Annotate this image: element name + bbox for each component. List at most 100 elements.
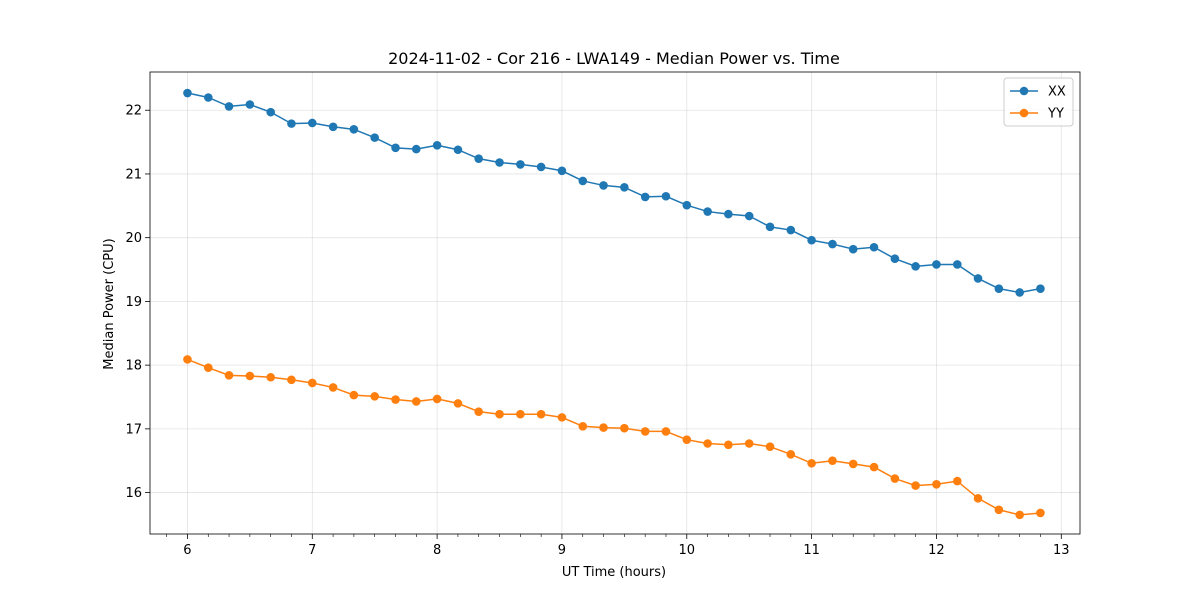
y-tick-label: 19 (125, 295, 142, 310)
data-point-xx (620, 183, 629, 192)
data-point-xx (245, 100, 255, 109)
y-tick-label: 20 (125, 231, 142, 246)
data-point-xx (807, 235, 816, 245)
data-point-xx (703, 207, 712, 216)
data-point-yy (724, 440, 733, 450)
data-point-yy (807, 458, 816, 468)
data-point-xx (640, 192, 650, 202)
data-point-xx (994, 284, 1004, 293)
data-point-yy (183, 355, 192, 364)
data-point-xx (287, 119, 296, 128)
data-point-yy (599, 423, 608, 432)
data-point-xx (848, 244, 858, 254)
x-tick-label: 10 (679, 543, 696, 558)
data-point-xx (411, 144, 421, 154)
data-point-yy (370, 392, 379, 401)
x-axis-label: UT Time (hours) (562, 565, 666, 580)
data-point-xx (973, 274, 983, 283)
data-point-xx (203, 93, 213, 102)
data-point-yy (869, 462, 879, 472)
data-point-yy (453, 399, 463, 408)
data-point-yy (703, 439, 712, 448)
data-point-xx (557, 166, 567, 176)
data-point-xx (495, 158, 504, 167)
data-point-xx (599, 181, 608, 190)
data-point-xx (536, 162, 546, 172)
x-tick-label: 7 (308, 543, 316, 558)
data-point-yy (828, 456, 837, 466)
data-point-xx (952, 260, 962, 269)
x-tick-label: 12 (928, 543, 945, 558)
x-tick-label: 11 (803, 543, 820, 558)
axes-layer: 6 7 8 9 10 11 12 13 16 17 18 19 20 21 22 (125, 71, 1081, 558)
data-point-xx (328, 122, 338, 132)
grid-layer (150, 72, 1080, 534)
data-point-xx (661, 191, 671, 201)
data-point-xx (932, 260, 941, 269)
x-tick-label: 6 (183, 543, 191, 558)
data-point-xx (266, 107, 276, 117)
data-point-yy (1036, 508, 1045, 518)
data-point-yy (682, 435, 692, 444)
y-tick-label: 17 (125, 422, 142, 437)
data-point-xx (786, 225, 796, 235)
y-tick-label: 18 (125, 359, 142, 374)
data-point-yy (495, 409, 504, 419)
data-point-yy (661, 427, 671, 436)
data-point-xx (869, 242, 879, 252)
data-point-xx (578, 176, 588, 186)
data-point-yy (328, 383, 338, 392)
legend-marker-yy (1019, 108, 1029, 118)
data-point-yy (391, 395, 400, 404)
data-point-yy (848, 459, 858, 469)
plot-frame (149, 71, 1081, 535)
data-point-yy (952, 476, 962, 486)
data-point-yy (349, 390, 359, 400)
data-point-yy (432, 394, 442, 404)
data-point-xx (370, 133, 379, 142)
data-point-yy (287, 375, 296, 385)
data-point-yy (307, 378, 317, 388)
data-point-yy (411, 397, 421, 406)
data-point-xx (765, 222, 775, 232)
data-point-xx (682, 200, 692, 210)
data-point-xx (224, 102, 234, 111)
data-point-yy (973, 494, 983, 503)
data-point-xx (307, 118, 317, 128)
x-tick-label: 8 (433, 543, 441, 558)
data-point-xx (828, 239, 837, 249)
data-point-xx (911, 262, 920, 271)
x-tick-label: 9 (558, 543, 566, 558)
data-point-yy (640, 427, 650, 436)
y-tick-label: 16 (125, 486, 142, 501)
data-point-xx (744, 211, 754, 221)
data-point-xx (890, 254, 900, 264)
series-layer (183, 88, 1045, 520)
data-point-yy (932, 479, 941, 489)
data-point-yy (744, 439, 754, 448)
data-point-yy (245, 371, 255, 381)
legend: XX YY (1003, 77, 1074, 127)
data-point-xx (724, 209, 733, 219)
chart-title: 2024-11-02 - Cor 216 - LWA149 - Median P… (388, 49, 840, 68)
data-point-xx (391, 143, 400, 153)
data-point-xx (349, 125, 359, 134)
y-tick-label: 21 (125, 167, 142, 182)
y-axis-label: Median Power (CPU) (102, 238, 117, 369)
data-point-xx (474, 154, 483, 163)
data-point-yy (266, 372, 276, 382)
data-point-yy (1015, 510, 1025, 520)
data-point-yy (474, 407, 483, 416)
data-point-xx (1015, 288, 1025, 297)
data-point-yy (203, 363, 213, 372)
data-point-yy (536, 409, 546, 419)
data-point-yy (516, 409, 525, 419)
data-point-yy (578, 422, 588, 431)
data-point-yy (786, 450, 796, 459)
x-tick-label: 13 (1053, 543, 1070, 558)
data-point-yy (765, 442, 775, 451)
data-point-xx (1036, 284, 1045, 293)
data-point-yy (557, 413, 567, 422)
